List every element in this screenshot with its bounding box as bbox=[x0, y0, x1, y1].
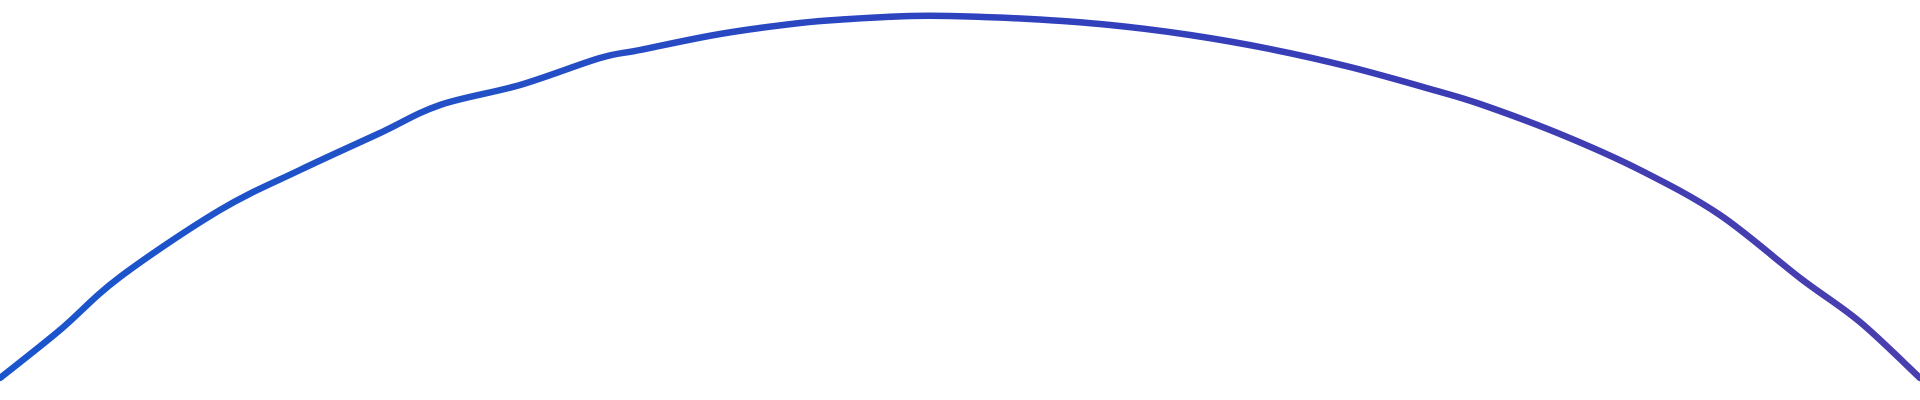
arc-curve-line bbox=[0, 12, 1920, 382]
